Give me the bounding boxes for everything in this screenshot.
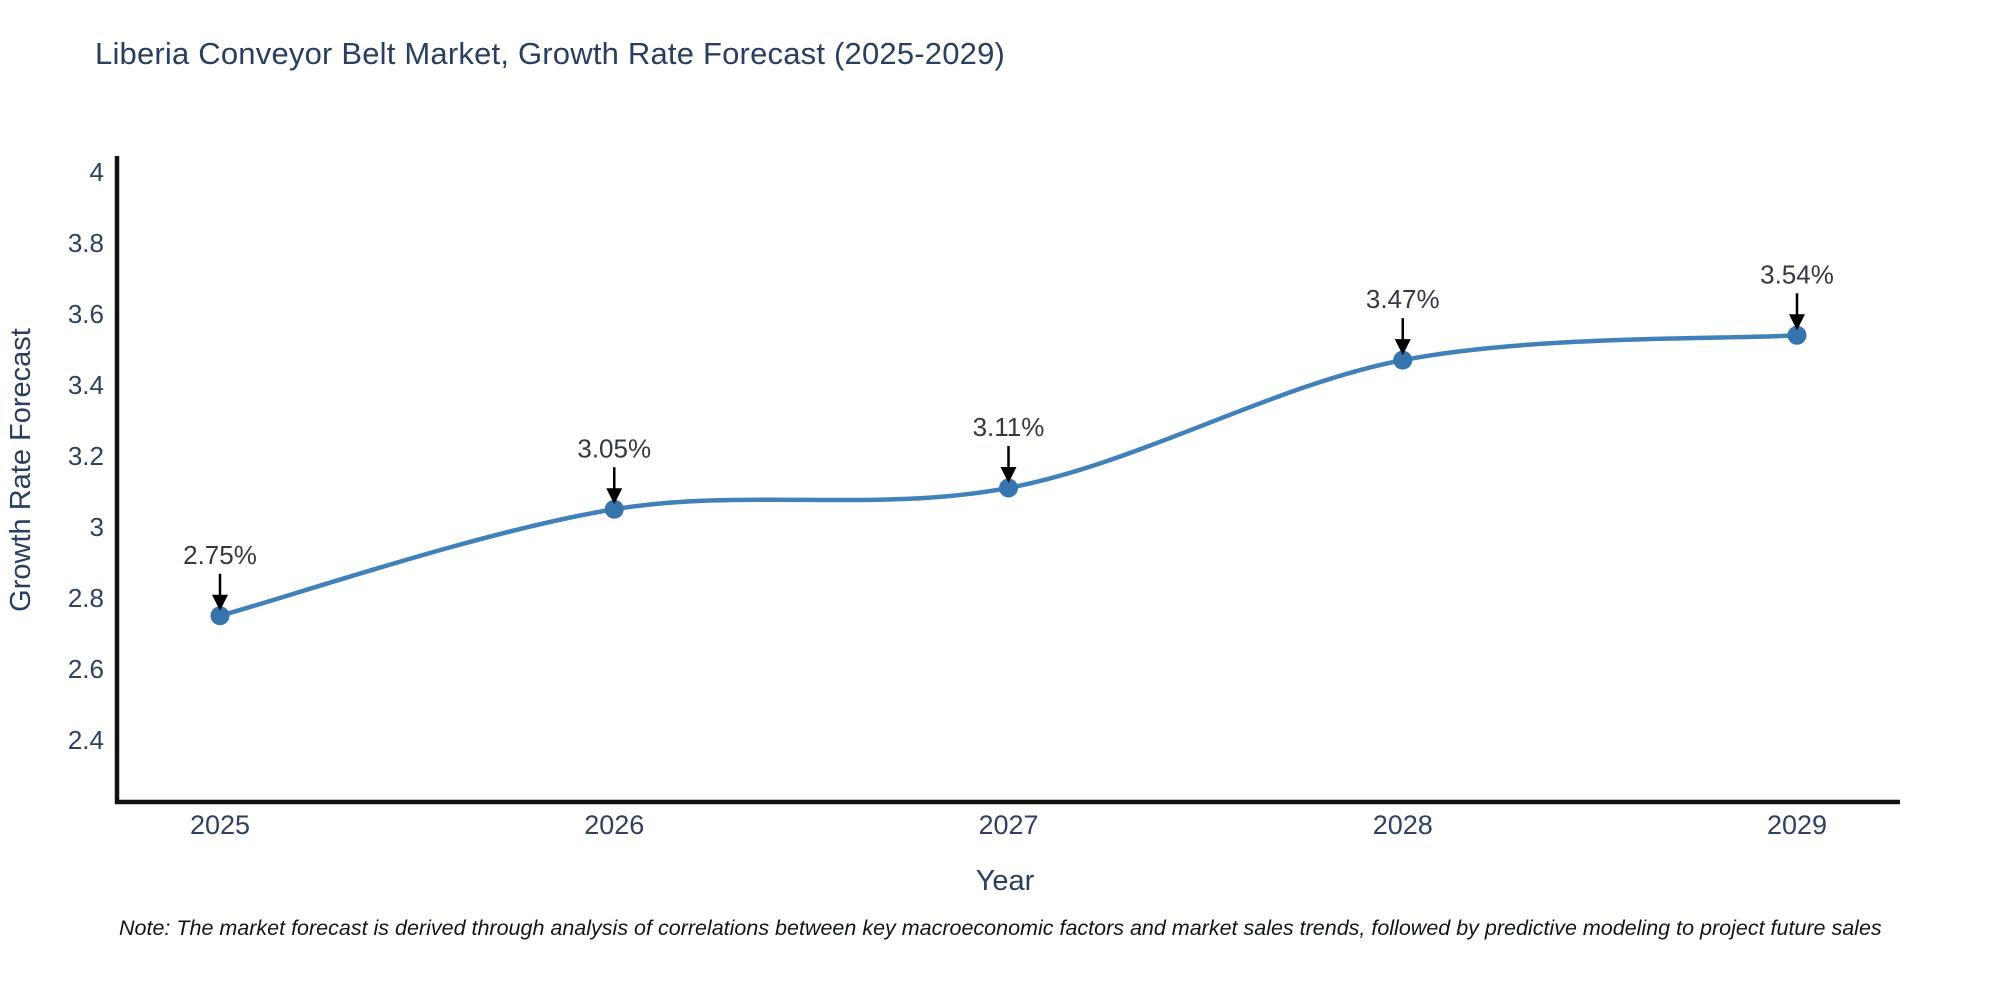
axis-lines [114, 156, 1900, 805]
data-point-marker[interactable] [604, 499, 624, 519]
y-tick-label: 3.6 [68, 299, 104, 329]
x-tick-label: 2027 [978, 810, 1038, 840]
x-axis-title: Year [976, 865, 1035, 897]
y-tick-label: 3.8 [68, 228, 104, 258]
y-tick-label: 4 [90, 157, 104, 187]
annotation-arrowhead-icon [1000, 466, 1017, 483]
annotation-arrowhead-icon [1394, 339, 1411, 356]
y-tick-label: 2.4 [68, 725, 104, 755]
data-point-label: 3.54% [1760, 259, 1834, 289]
data-point-label: 2.75% [183, 540, 257, 570]
chart-title: Liberia Conveyor Belt Market, Growth Rat… [95, 36, 1006, 71]
footnote: Note: The market forecast is derived thr… [119, 916, 1882, 940]
y-tick-label: 3.2 [68, 441, 104, 471]
data-point-marker[interactable] [1787, 325, 1807, 345]
x-tick-label: 2029 [1767, 810, 1827, 840]
data-point-marker[interactable] [210, 606, 230, 626]
y-axis-title: Growth Rate Forecast [5, 328, 37, 612]
data-point-label: 3.05% [577, 433, 651, 463]
data-point-marker[interactable] [999, 478, 1018, 498]
annotation-arrowhead-icon [606, 488, 623, 505]
y-tick-label: 2.8 [68, 583, 104, 613]
x-tick-label: 2025 [190, 810, 250, 840]
data-point-marker[interactable] [1393, 350, 1413, 370]
data-point-label: 3.11% [973, 412, 1045, 442]
y-tick-label: 2.6 [68, 654, 104, 684]
y-tick-label: 3 [90, 512, 104, 542]
data-point-label: 3.47% [1366, 284, 1440, 314]
annotation-arrowhead-icon [1789, 314, 1805, 331]
y-tick-label: 3.4 [68, 370, 104, 400]
x-tick-label: 2028 [1373, 810, 1433, 840]
annotation-arrowhead-icon [212, 594, 228, 611]
x-tick-label: 2026 [584, 810, 644, 840]
